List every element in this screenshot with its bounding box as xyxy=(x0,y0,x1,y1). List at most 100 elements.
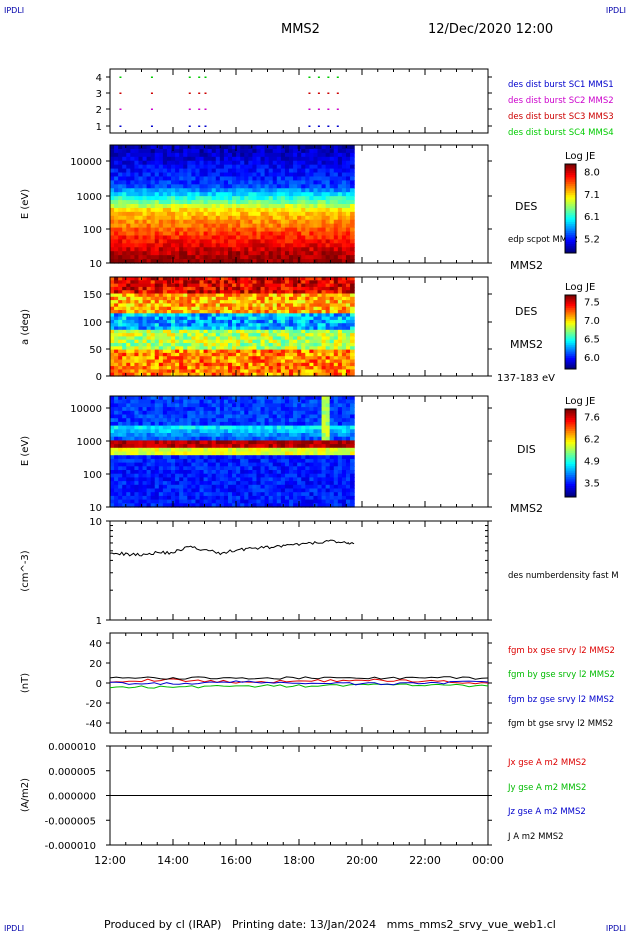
heat-cell xyxy=(183,495,188,501)
heat-cell xyxy=(301,180,306,185)
heat-cell xyxy=(211,145,217,150)
heat-cell xyxy=(280,200,286,205)
heat-cell xyxy=(236,455,241,460)
heat-cell xyxy=(179,215,184,221)
heat-cell xyxy=(276,172,282,178)
heat-cell xyxy=(305,333,310,337)
heat-cell xyxy=(309,369,315,374)
heat-cell xyxy=(154,227,160,233)
heat-cell xyxy=(191,306,197,311)
heat-cell xyxy=(325,148,331,154)
heat-cell xyxy=(272,300,278,304)
heat-cell xyxy=(166,362,172,367)
heat-cell xyxy=(207,283,213,288)
heat-cell xyxy=(187,396,192,401)
heat-cell xyxy=(175,410,180,416)
heat-cell xyxy=(297,346,302,351)
heat-cell xyxy=(199,303,205,308)
heat-cell xyxy=(248,223,254,229)
heat-cell xyxy=(158,303,164,308)
heat-cell xyxy=(236,343,241,347)
heat-cell xyxy=(138,319,144,324)
heat-cell xyxy=(150,421,156,427)
heat-cell xyxy=(191,319,197,324)
heat-cell xyxy=(329,243,335,248)
heat-cell xyxy=(240,403,245,408)
heat-cell xyxy=(345,343,351,347)
heat-cell xyxy=(203,436,209,441)
heat-cell xyxy=(264,255,270,260)
heat-cell xyxy=(207,369,213,374)
heat-cell xyxy=(110,204,115,209)
heat-cell xyxy=(134,172,140,178)
heat-cell xyxy=(236,336,241,341)
heat-cell xyxy=(248,484,254,490)
heat-cell xyxy=(219,366,225,370)
heat-cell xyxy=(244,399,249,404)
heat-cell xyxy=(240,184,245,189)
heat-cell xyxy=(301,200,306,205)
heat-cell xyxy=(211,492,217,497)
heat-cell xyxy=(191,421,197,427)
heat-cell xyxy=(293,188,298,193)
heat-cell xyxy=(289,366,294,370)
heat-cell xyxy=(280,227,286,233)
heat-cell xyxy=(126,259,131,264)
heat-cell xyxy=(162,239,168,244)
heat-cell xyxy=(313,239,319,244)
heat-cell xyxy=(268,164,274,170)
heat-cell xyxy=(309,319,315,324)
heat-cell xyxy=(240,447,245,453)
heat-cell xyxy=(280,326,286,331)
heat-cell xyxy=(179,414,184,419)
heat-cell xyxy=(317,239,323,244)
heat-cell xyxy=(345,336,351,341)
heat-cell xyxy=(248,503,254,508)
heat-cell xyxy=(179,362,184,367)
heat-cell xyxy=(260,207,266,213)
heat-cell xyxy=(162,339,168,344)
heat-cell xyxy=(227,280,233,285)
heat-cell xyxy=(350,372,355,377)
heat-cell xyxy=(199,148,205,154)
heat-cell xyxy=(122,239,127,244)
heat-cell xyxy=(179,316,184,321)
heat-cell xyxy=(211,473,217,478)
heat-cell xyxy=(219,421,225,427)
heat-cell xyxy=(142,277,148,281)
heat-cell xyxy=(146,403,152,408)
heat-cell xyxy=(236,429,241,434)
heat-cell xyxy=(341,219,347,225)
colorbar-cell xyxy=(565,296,576,300)
heat-cell xyxy=(289,152,294,158)
heat-cell xyxy=(227,499,233,504)
heat-cell xyxy=(240,356,245,361)
heat-cell xyxy=(280,339,286,344)
heat-cell xyxy=(158,349,164,354)
heat-cell xyxy=(333,184,339,189)
heat-cell xyxy=(256,372,262,377)
heat-cell xyxy=(301,235,306,240)
heat-cell xyxy=(232,495,237,501)
heat-cell xyxy=(305,316,310,321)
heat-cell xyxy=(211,458,217,464)
heat-cell xyxy=(244,296,249,301)
heat-cell xyxy=(223,447,229,453)
heat-cell xyxy=(183,425,188,430)
heat-cell xyxy=(293,277,298,281)
heat-cell xyxy=(345,255,351,260)
heat-cell xyxy=(317,339,323,344)
heat-cell xyxy=(329,207,335,213)
heat-cell xyxy=(289,326,294,331)
heat-cell xyxy=(236,339,241,344)
heat-cell xyxy=(272,215,278,221)
heat-cell xyxy=(350,145,355,150)
heat-cell xyxy=(166,152,172,158)
heat-cell xyxy=(126,503,131,508)
heat-cell xyxy=(154,172,160,178)
heat-cell xyxy=(223,196,229,201)
heat-cell xyxy=(305,145,310,150)
heat-cell xyxy=(203,349,209,354)
heat-cell xyxy=(350,366,355,370)
heat-cell xyxy=(268,247,274,252)
